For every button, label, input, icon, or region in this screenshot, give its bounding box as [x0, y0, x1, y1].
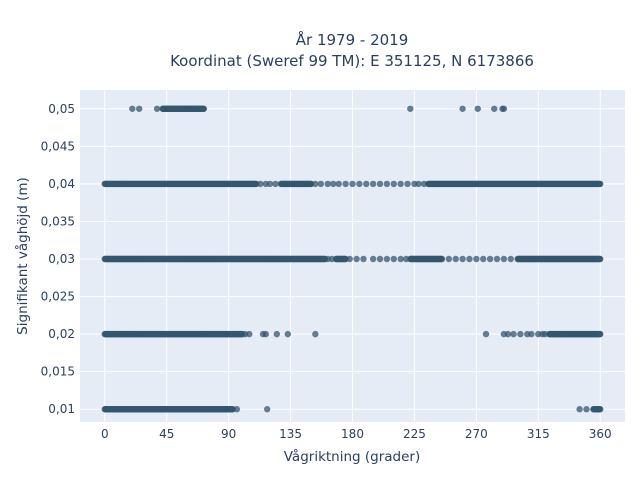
y-tick-label: 0,015 [41, 365, 75, 379]
data-point [360, 255, 367, 263]
x-tick-label: 225 [403, 427, 426, 441]
data-point [482, 330, 490, 338]
data-point [312, 180, 319, 188]
x-tick-label: 0 [101, 427, 109, 441]
x-tick-label: 90 [221, 427, 236, 441]
data-point [397, 180, 404, 188]
data-point [459, 255, 466, 263]
data-point [500, 105, 508, 112]
data-point [272, 180, 279, 188]
data-point [273, 330, 281, 338]
chart-title-line1: År 1979 - 2019 [296, 30, 409, 49]
y-tick-label: 0,01 [48, 402, 75, 416]
data-point [369, 180, 377, 188]
y-tick-label: 0,05 [48, 102, 75, 116]
y-axis-ticks: 0,01 0,015 0,02 0,025 0,03 0,035 0,04 0,045 0,05 [41, 102, 75, 416]
data-point [263, 406, 271, 413]
data-point [233, 406, 241, 413]
data-point [473, 255, 480, 263]
data-point [415, 180, 422, 188]
data-point [493, 255, 501, 263]
data-point [474, 105, 481, 112]
x-tick-label: 270 [465, 427, 488, 441]
data-point [376, 180, 384, 188]
data-point [438, 255, 446, 263]
chart-title-line2: Koordinat (Sweref 99 TM): E 351125, N 61… [170, 52, 534, 70]
data-point [445, 255, 453, 263]
data-point [583, 406, 590, 413]
data-point [466, 255, 473, 263]
data-point [452, 255, 459, 263]
data-points [101, 105, 604, 413]
x-tick-label: 315 [527, 427, 550, 441]
data-point [328, 255, 336, 263]
data-point [597, 255, 604, 263]
data-point [353, 255, 360, 263]
data-point [135, 105, 143, 112]
data-point [402, 255, 410, 263]
data-point [266, 180, 274, 188]
data-point [330, 180, 337, 188]
data-point [363, 180, 370, 188]
data-point [346, 255, 353, 263]
data-point [507, 255, 514, 263]
data-point [404, 180, 411, 188]
data-point [541, 330, 549, 338]
x-tick-label: 360 [589, 427, 612, 441]
data-point [597, 180, 604, 188]
data-point [528, 330, 535, 338]
data-point [407, 105, 414, 112]
data-point [383, 180, 391, 188]
x-tick-label: 45 [159, 427, 174, 441]
data-point [576, 406, 583, 413]
data-point [510, 330, 517, 338]
data-point [597, 406, 604, 413]
data-point [349, 180, 356, 188]
x-axis-ticks: 0 45 90 135 180 225 270 315 360 [101, 427, 612, 441]
data-point [335, 180, 342, 188]
data-point [342, 180, 349, 188]
data-point [153, 105, 161, 112]
data-point [383, 255, 391, 263]
data-point [324, 180, 331, 188]
y-tick-label: 0,045 [41, 139, 75, 153]
x-axis-title: Vågriktning (grader) [284, 448, 421, 465]
data-point [129, 105, 136, 112]
x-tick-label: 135 [279, 427, 302, 441]
data-point [376, 255, 384, 263]
data-point [369, 255, 377, 263]
y-tick-label: 0,03 [48, 252, 75, 266]
data-point [486, 255, 494, 263]
data-point [284, 330, 292, 338]
data-point [597, 330, 604, 338]
data-point [356, 180, 363, 188]
x-tick-label: 180 [341, 427, 364, 441]
data-point [390, 180, 397, 188]
data-point [390, 255, 397, 263]
y-tick-label: 0,035 [41, 214, 75, 228]
data-point [491, 105, 498, 112]
y-tick-label: 0,02 [48, 327, 75, 341]
data-point [504, 330, 512, 338]
data-point [459, 105, 466, 112]
y-tick-label: 0,04 [48, 177, 75, 191]
data-point [480, 255, 487, 263]
data-point [420, 180, 428, 188]
data-point [246, 330, 253, 338]
data-point [257, 180, 264, 188]
data-point [317, 180, 325, 188]
data-point [200, 105, 208, 112]
data-point [500, 255, 508, 263]
y-tick-label: 0,025 [41, 290, 75, 304]
data-point [312, 330, 319, 338]
data-point [262, 330, 269, 338]
data-point [517, 330, 524, 338]
y-axis-title: Signifikant våghöjd (m) [14, 177, 31, 335]
data-point [397, 255, 404, 263]
